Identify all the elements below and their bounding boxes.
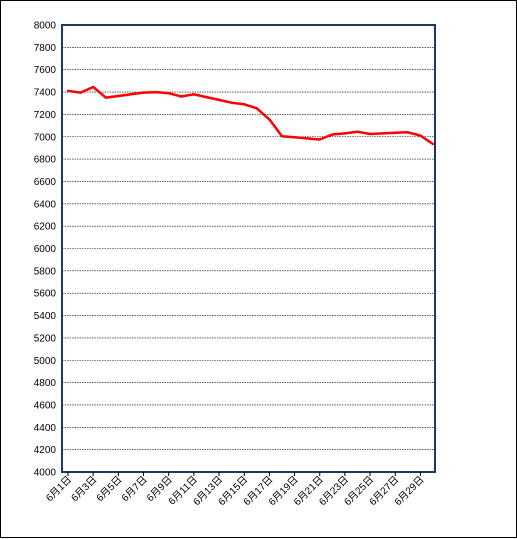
y-tick-label-4800: 4800: [34, 378, 57, 389]
y-tick-label-5600: 5600: [34, 289, 57, 300]
data-point-16: [255, 107, 258, 110]
y-tick-label-7800: 7800: [34, 43, 57, 54]
data-point-15: [243, 103, 246, 106]
data-point-30: [431, 142, 435, 146]
data-point-27: [394, 131, 397, 135]
data-point-2: [79, 91, 82, 94]
data-point-13: [217, 98, 221, 102]
y-tick-label-8000: 8000: [34, 21, 57, 32]
x-tick-label-5: 6月5日: [94, 474, 124, 504]
data-point-9: [167, 91, 170, 95]
data-point-20: [305, 137, 309, 140]
data-point-10: [180, 95, 183, 98]
data-point-3: [91, 85, 95, 89]
data-point-28: [406, 131, 410, 134]
y-tick-label-5400: 5400: [34, 311, 57, 322]
data-point-14: [230, 101, 233, 104]
y-tick-label-4400: 4400: [34, 423, 57, 434]
x-tick-label-7: 6月7日: [119, 474, 149, 504]
data-point-29: [419, 134, 422, 137]
data-point-17: [268, 118, 271, 121]
data-point-11: [192, 93, 196, 96]
x-tick-label-3: 6月3日: [69, 474, 99, 504]
data-point-1: [66, 89, 70, 93]
plot-area-border: [61, 24, 436, 473]
y-tick-label-4000: 4000: [34, 468, 57, 479]
y-tick-label-4200: 4200: [34, 445, 57, 456]
y-tick-label-7400: 7400: [34, 88, 57, 99]
data-point-12: [205, 95, 208, 99]
data-point-6: [129, 93, 133, 96]
y-tick-label-5200: 5200: [34, 333, 57, 344]
y-tick-label-6000: 6000: [34, 244, 57, 255]
y-tick-label-5000: 5000: [34, 356, 57, 367]
y-tick-label-4600: 4600: [34, 400, 57, 411]
data-point-24: [356, 130, 359, 133]
data-point-23: [343, 132, 347, 135]
data-point-25: [368, 132, 372, 136]
data-point-22: [331, 133, 334, 136]
data-point-7: [142, 91, 145, 94]
data-point-4: [104, 96, 107, 99]
data-point-21: [318, 138, 321, 141]
y-tick-label-6400: 6400: [34, 199, 57, 210]
y-tick-label-6800: 6800: [34, 155, 57, 166]
y-tick-label-5800: 5800: [34, 266, 57, 277]
data-point-5: [117, 94, 120, 98]
y-tick-label-6200: 6200: [34, 222, 57, 233]
data-point-26: [381, 132, 384, 135]
y-tick-label-7600: 7600: [34, 65, 57, 76]
data-point-8: [154, 90, 158, 94]
y-tick-label-7000: 7000: [34, 132, 57, 143]
data-point-18: [280, 134, 284, 138]
y-tick-label-7200: 7200: [34, 110, 57, 121]
data-point-19: [293, 136, 296, 139]
series-line: [67, 85, 434, 146]
y-tick-label-6600: 6600: [34, 177, 57, 188]
